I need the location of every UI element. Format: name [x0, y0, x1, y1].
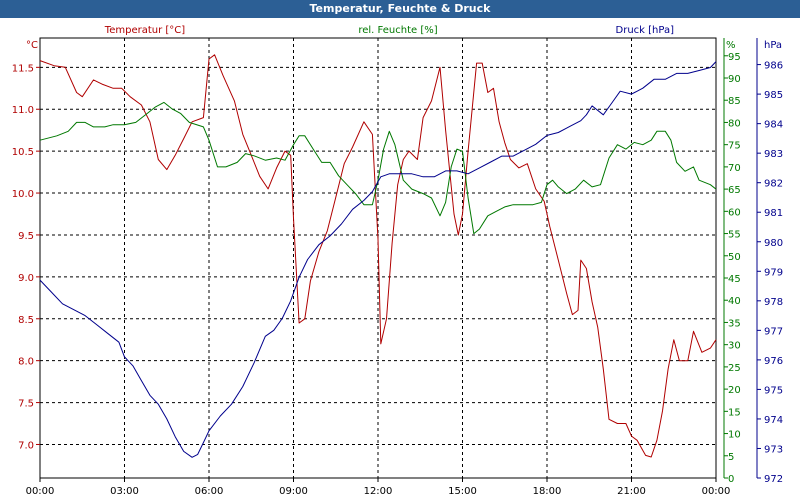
- series-line-temp: [39, 54, 717, 458]
- humidity-tick-label: 80: [728, 118, 741, 129]
- legend-hum: rel. Feuchte [%]: [358, 25, 437, 36]
- humidity-tick-label: 85: [728, 96, 741, 107]
- pressure-tick-label: 981: [764, 208, 783, 219]
- pressure-tick-label: 980: [764, 238, 783, 249]
- pressure-tick-label: 973: [764, 444, 783, 455]
- chart-area: 00:0007.03.1903:0007.03.1906:0007.03.190…: [12, 25, 783, 497]
- series-line-press: [39, 61, 717, 458]
- humidity-tick-label: 90: [728, 74, 741, 85]
- chart-title: Temperatur, Feuchte & Druck: [0, 0, 800, 18]
- humidity-tick-label: 40: [728, 296, 741, 307]
- legend-press: Druck [hPa]: [616, 25, 675, 36]
- pressure-tick-label: 979: [764, 267, 783, 278]
- series-line-hum: [39, 101, 717, 235]
- x-tick-time: 15:00: [448, 486, 477, 497]
- temp-tick-label: 10.0: [12, 189, 34, 200]
- grid: [40, 38, 716, 478]
- axis-labels: 00:0007.03.1903:0007.03.1906:0007.03.190…: [12, 25, 783, 497]
- humidity-tick-label: 50: [728, 252, 741, 263]
- x-tick-time: 21:00: [617, 486, 646, 497]
- humidity-unit-label: %: [726, 40, 736, 51]
- pressure-tick-label: 978: [764, 297, 783, 308]
- pressure-tick-label: 982: [764, 179, 783, 190]
- temp-tick-label: 7.0: [18, 440, 34, 451]
- temp-tick-label: 7.5: [18, 399, 34, 410]
- pressure-tick-label: 975: [764, 385, 783, 396]
- temp-tick-label: 8.0: [18, 357, 34, 368]
- pressure-tick-label: 972: [764, 474, 783, 485]
- humidity-tick-label: 55: [728, 230, 741, 241]
- pressure-tick-label: 983: [764, 149, 783, 160]
- pressure-tick-label: 977: [764, 326, 783, 337]
- temp-tick-label: 9.5: [18, 231, 34, 242]
- temp-unit-label: °C: [26, 40, 38, 51]
- humidity-tick-label: 0: [728, 474, 734, 485]
- pressure-tick-label: 976: [764, 356, 783, 367]
- temp-tick-label: 11.5: [12, 63, 34, 74]
- humidity-tick-label: 15: [728, 407, 741, 418]
- temp-tick-label: 11.0: [12, 105, 34, 116]
- x-tick-time: 03:00: [110, 486, 139, 497]
- humidity-tick-label: 30: [728, 341, 741, 352]
- pressure-tick-label: 974: [764, 415, 783, 426]
- x-tick-time: 00:00: [702, 486, 731, 497]
- humidity-tick-label: 20: [728, 385, 741, 396]
- x-tick-time: 06:00: [195, 486, 224, 497]
- pressure-tick-label: 984: [764, 120, 783, 131]
- temp-tick-label: 8.5: [18, 315, 34, 326]
- humidity-tick-label: 45: [728, 274, 741, 285]
- humidity-tick-label: 70: [728, 163, 741, 174]
- series-layer: [39, 54, 717, 458]
- humidity-tick-label: 5: [728, 452, 734, 463]
- humidity-tick-label: 25: [728, 363, 741, 374]
- x-tick-time: 09:00: [279, 486, 308, 497]
- pressure-unit-label: hPa: [764, 40, 782, 51]
- humidity-tick-label: 95: [728, 52, 741, 63]
- x-tick-time: 12:00: [364, 486, 393, 497]
- pressure-tick-label: 985: [764, 90, 783, 101]
- humidity-tick-label: 35: [728, 318, 741, 329]
- x-tick-time: 18:00: [533, 486, 562, 497]
- humidity-tick-label: 65: [728, 185, 741, 196]
- pressure-tick-label: 986: [764, 61, 783, 72]
- humidity-tick-label: 75: [728, 141, 741, 152]
- humidity-tick-label: 60: [728, 207, 741, 218]
- legend-temp: Temperatur [°C]: [104, 25, 185, 36]
- x-tick-time: 00:00: [26, 486, 55, 497]
- humidity-tick-label: 10: [728, 430, 741, 441]
- temp-tick-label: 9.0: [18, 273, 34, 284]
- temp-tick-label: 10.5: [12, 147, 34, 158]
